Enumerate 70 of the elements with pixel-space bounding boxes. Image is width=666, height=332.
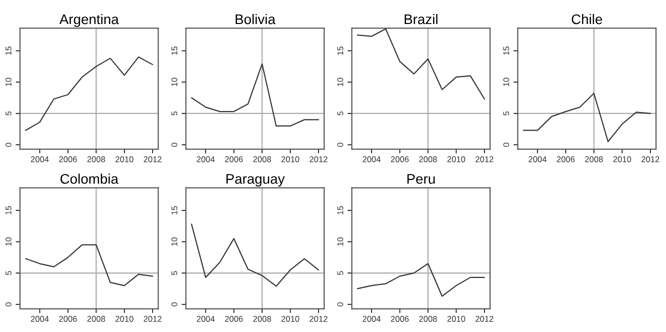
x-tick-label: 2010 — [447, 316, 466, 322]
y-tick-label: 10 — [337, 78, 344, 86]
x-tick-label: 2004 — [528, 156, 547, 162]
chart-title: Colombia — [60, 174, 118, 184]
y-tick-label: 15 — [6, 46, 12, 55]
y-tick-label: 15 — [171, 206, 178, 214]
x-tick-label: 2010 — [116, 316, 134, 322]
x-tick-label: 2012 — [476, 316, 494, 322]
chart-title: Chile — [572, 14, 602, 24]
y-tick-label: 5 — [503, 111, 510, 116]
x-tick-label: 2008 — [87, 316, 106, 322]
y-tick-label: 15 — [503, 46, 510, 55]
x-tick-label: 2004 — [362, 156, 381, 162]
x-tick-label: 2008 — [253, 316, 271, 322]
x-tick-label: 2008 — [87, 156, 106, 162]
y-tick-label: 0 — [5, 142, 12, 147]
y-tick-label: 15 — [171, 46, 178, 55]
x-tick-label: 2012 — [144, 316, 162, 322]
x-tick-label: 2012 — [476, 156, 494, 162]
y-tick-label: 10 — [503, 78, 510, 86]
y-tick-label: 0 — [5, 302, 12, 306]
y-tick-label: 10 — [5, 78, 12, 86]
y-tick-label: 0 — [503, 142, 510, 147]
y-tick-label: 15 — [337, 46, 344, 55]
y-tick-label: 10 — [337, 237, 344, 246]
x-tick-label: 2008 — [585, 156, 603, 162]
x-tick-label: 2008 — [419, 156, 437, 162]
y-tick-label: 5 — [6, 271, 12, 276]
y-tick-label: 15 — [6, 206, 12, 214]
x-tick-label: 2004 — [30, 156, 49, 162]
x-tick-label: 2006 — [59, 316, 77, 322]
chart-title: Paraguay — [226, 174, 285, 187]
y-tick-label: 0 — [171, 142, 178, 147]
y-tick-label: 10 — [5, 237, 12, 246]
x-tick-label: 2008 — [419, 316, 437, 322]
y-tick-label: 10 — [171, 237, 178, 246]
x-tick-label: 2012 — [310, 316, 328, 322]
x-tick-label: 2006 — [390, 316, 409, 322]
x-tick-label: 2006 — [59, 156, 77, 162]
chart-title: Bolivia — [236, 14, 276, 24]
y-tick-label: 0 — [171, 302, 178, 306]
x-tick-label: 2006 — [225, 316, 243, 322]
x-tick-label: 2004 — [196, 156, 215, 162]
x-tick-label: 2010 — [613, 156, 632, 162]
x-tick-label: 2004 — [30, 316, 49, 322]
x-tick-label: 2004 — [196, 316, 215, 322]
chart-title: Brazil — [404, 14, 438, 24]
x-tick-label: 2006 — [390, 156, 409, 162]
x-tick-label: 2006 — [225, 156, 243, 162]
y-tick-label: 5 — [171, 271, 178, 276]
y-tick-label: 5 — [171, 111, 178, 116]
x-tick-label: 2008 — [253, 156, 271, 162]
y-tick-label: 0 — [337, 142, 344, 147]
chart-title: Peru — [407, 174, 435, 184]
y-tick-label: 5 — [6, 111, 12, 116]
x-tick-label: 2006 — [556, 156, 575, 162]
x-tick-label: 2012 — [642, 156, 660, 162]
y-tick-label: 10 — [171, 78, 178, 86]
x-tick-label: 2010 — [116, 156, 134, 162]
x-tick-label: 2012 — [144, 156, 162, 162]
y-tick-label: 0 — [337, 302, 344, 306]
chart-title: Argentina — [59, 14, 119, 27]
y-tick-label: 15 — [337, 206, 344, 214]
x-tick-label: 2010 — [281, 316, 300, 322]
y-tick-label: 5 — [337, 271, 344, 276]
x-tick-label: 2004 — [362, 316, 381, 322]
x-tick-label: 2010 — [447, 156, 466, 162]
y-tick-label: 5 — [337, 111, 344, 116]
x-tick-label: 2010 — [281, 156, 300, 162]
x-tick-label: 2012 — [310, 156, 328, 162]
